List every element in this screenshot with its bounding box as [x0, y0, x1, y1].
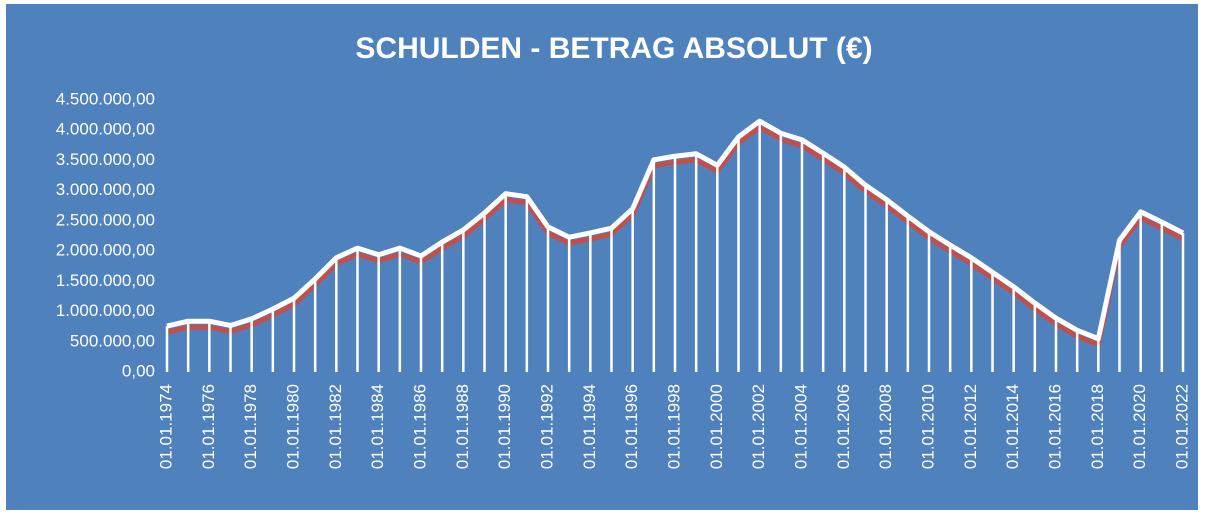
chart-background [6, 4, 1198, 510]
y-tick-label: 3.000.000,00 [56, 180, 155, 199]
x-tick-label: 01.01.2016 [1045, 384, 1064, 469]
x-tick-label: 01.01.2010 [918, 384, 937, 469]
x-tick-label: 01.01.1994 [580, 384, 599, 469]
x-tick-label: 01.01.2000 [707, 384, 726, 469]
x-tick-label: 01.01.2008 [876, 384, 895, 469]
x-tick-label: 01.01.2006 [834, 384, 853, 469]
chart-title: SCHULDEN - BETRAG ABSOLUT (€) [355, 32, 872, 65]
x-tick-label: 01.01.1978 [241, 384, 260, 469]
y-tick-label: 4.500.000,00 [56, 89, 155, 108]
x-tick-label: 01.01.1990 [495, 384, 514, 469]
x-tick-label: 01.01.1996 [622, 384, 641, 469]
x-tick-label: 01.01.1980 [283, 384, 302, 469]
x-tick-label: 01.01.2012 [961, 384, 980, 469]
y-tick-label: 4.000.000,00 [56, 120, 155, 139]
x-tick-label: 01.01.2022 [1172, 384, 1191, 469]
y-tick-label: 2.000.000,00 [56, 241, 155, 260]
x-tick-label: 01.01.1976 [199, 384, 218, 469]
x-tick-label: 01.01.1998 [664, 384, 683, 469]
x-tick-label: 01.01.1986 [410, 384, 429, 469]
x-tick-label: 01.01.2004 [791, 384, 810, 469]
x-tick-label: 01.01.1982 [326, 384, 345, 469]
x-tick-label: 01.01.2014 [1003, 384, 1022, 469]
x-tick-label: 01.01.2018 [1088, 384, 1107, 469]
y-tick-label: 2.500.000,00 [56, 210, 155, 229]
y-tick-label: 500.000,00 [70, 331, 155, 350]
y-tick-label: 1.500.000,00 [56, 271, 155, 290]
line [166, 118, 1185, 342]
x-tick-label: 01.01.1988 [453, 384, 472, 469]
y-tick-label: 3.500.000,00 [56, 150, 155, 169]
x-tick-label: 01.01.1984 [368, 384, 387, 469]
x-tick-label: 01.01.2002 [749, 384, 768, 469]
y-tick-label: 1.000.000,00 [56, 301, 155, 320]
y-tick-label: 0,00 [122, 361, 155, 380]
x-tick-label: 01.01.1992 [537, 384, 556, 469]
x-tick-label: 01.01.1974 [156, 384, 175, 469]
x-tick-label: 01.01.2020 [1130, 384, 1149, 469]
